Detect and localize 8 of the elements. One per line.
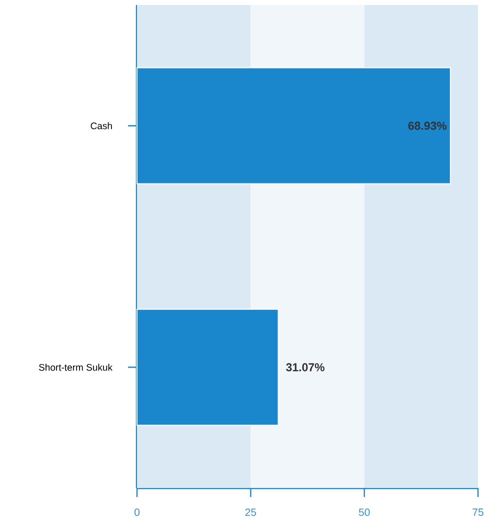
x-tick-label: 0 [134,508,140,516]
y-tick-label: Cash [90,122,112,130]
x-tick-label: 50 [358,508,370,516]
x-tick-label: 25 [245,508,256,516]
y-tick-label: Short-term Sukuk [39,364,112,371]
data-label: 68.93% [408,122,447,130]
x-tick-label: 75 [472,508,484,516]
data-label: 31.07% [286,363,324,372]
